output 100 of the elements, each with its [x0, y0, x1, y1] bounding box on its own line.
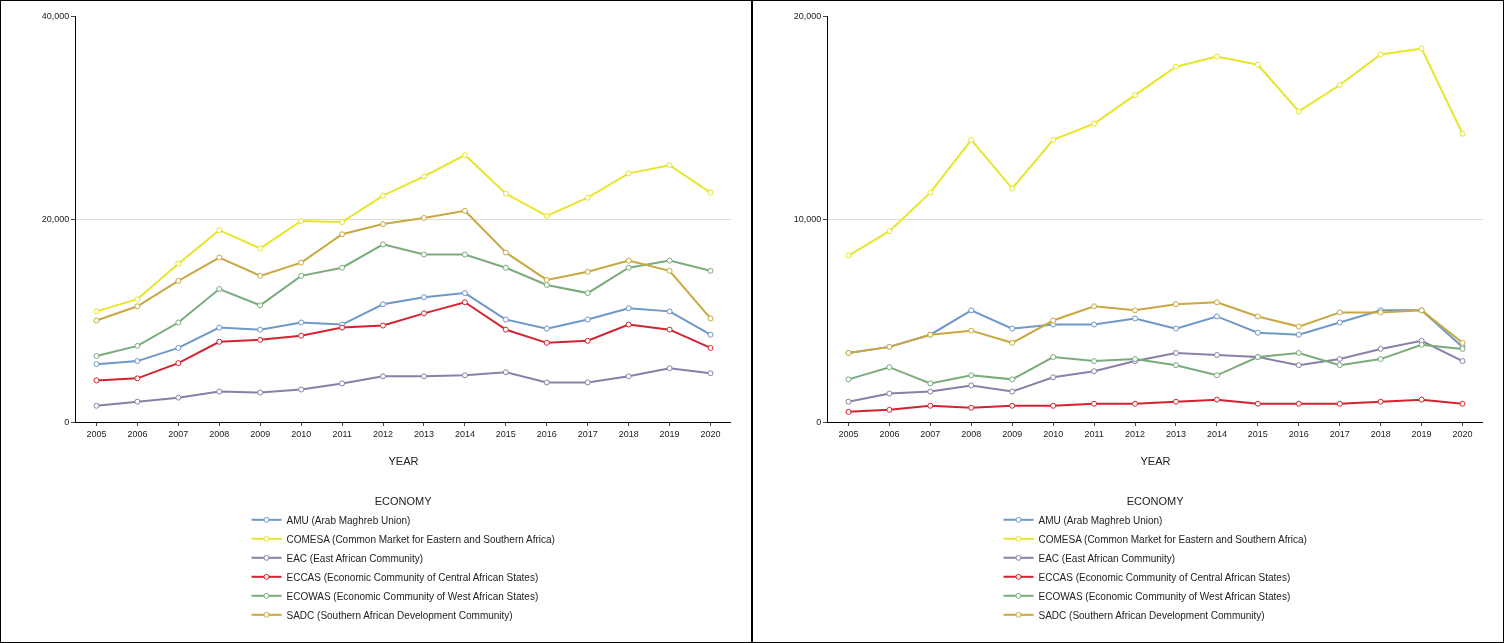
point: [1336, 309, 1343, 316]
point: [1172, 362, 1179, 369]
x-tick-label: 2005: [838, 428, 859, 439]
point: [625, 321, 632, 328]
point: [175, 394, 182, 401]
point: [1172, 63, 1179, 70]
point: [1091, 120, 1098, 127]
point: [502, 369, 509, 376]
point: [1295, 349, 1302, 356]
point: [1213, 299, 1220, 306]
point: [1336, 400, 1343, 407]
point: [1213, 313, 1220, 320]
point: [134, 358, 141, 365]
point: [339, 219, 346, 226]
point: [298, 218, 305, 225]
point: [845, 408, 852, 415]
point: [1213, 53, 1220, 60]
x-tick-label: 2011: [1084, 428, 1104, 439]
legend-label: SADC (Southern African Development Community): [1038, 609, 1265, 621]
point: [1254, 313, 1261, 320]
x-axis-title: YEAR: [1140, 455, 1171, 467]
x-tick-label: 2009: [1002, 428, 1023, 439]
y-tick-label: 20,000: [793, 11, 822, 22]
point: [1295, 362, 1302, 369]
y-tick-label: 10,000: [793, 214, 822, 225]
point: [380, 192, 387, 199]
point: [707, 267, 714, 274]
point: [380, 241, 387, 248]
point: [666, 308, 673, 315]
point: [584, 337, 591, 344]
point: [1377, 345, 1384, 352]
legend-label: COMESA (Common Market for Eastern and Southern Africa): [286, 533, 555, 545]
point: [666, 365, 673, 372]
point: [666, 257, 673, 264]
point: [502, 249, 509, 256]
point: [1050, 374, 1057, 381]
legend-label: COMESA (Common Market for Eastern and Southern Africa): [1038, 533, 1307, 545]
point: [543, 276, 550, 283]
point: [93, 308, 100, 315]
x-tick-label: 2019: [659, 428, 680, 439]
point: [543, 281, 550, 288]
point: [1377, 51, 1384, 58]
point: [257, 326, 264, 333]
point: [420, 214, 427, 221]
point: [1091, 400, 1098, 407]
point: [257, 302, 264, 309]
point: [216, 324, 223, 331]
point: [298, 259, 305, 266]
point: [968, 327, 975, 334]
point: [1091, 303, 1098, 310]
point: [1132, 307, 1139, 314]
point: [968, 136, 975, 143]
point: [134, 303, 141, 310]
point: [1091, 321, 1098, 328]
legend-label: AMU (Arab Maghreb Union): [286, 514, 411, 526]
point: [93, 317, 100, 324]
point: [380, 301, 387, 308]
point: [1050, 136, 1057, 143]
point: [298, 386, 305, 393]
point: [666, 267, 673, 274]
point: [461, 290, 468, 297]
point: [502, 316, 509, 323]
point: [461, 251, 468, 258]
point: [1132, 92, 1139, 99]
y-tick-label: 40,000: [41, 11, 70, 22]
legend-label: AMU (Arab Maghreb Union): [1038, 514, 1163, 526]
x-tick-label: 2006: [879, 428, 900, 439]
point: [1459, 400, 1466, 407]
point: [1418, 341, 1425, 348]
x-tick-label: 2015: [1247, 428, 1268, 439]
x-tick-label: 2007: [920, 428, 941, 439]
legend-label: EAC (East African Community): [286, 552, 424, 564]
point: [93, 402, 100, 409]
point: [1132, 400, 1139, 407]
point: [584, 290, 591, 297]
point: [175, 344, 182, 351]
point: [927, 189, 934, 196]
point: [175, 277, 182, 284]
point: [1377, 356, 1384, 363]
x-tick-label: 2008: [209, 428, 230, 439]
point: [380, 373, 387, 380]
point: [93, 353, 100, 360]
x-axis-title: YEAR: [388, 455, 419, 467]
point: [625, 257, 632, 264]
point: [886, 390, 893, 397]
point: [1172, 325, 1179, 332]
point: [886, 228, 893, 235]
point: [584, 194, 591, 201]
point: [707, 344, 714, 351]
x-tick-label: 2016: [1288, 428, 1309, 439]
point: [134, 398, 141, 405]
point: [927, 402, 934, 409]
x-tick-label: 2019: [1411, 428, 1432, 439]
x-tick-label: 2010: [291, 428, 312, 439]
point: [625, 305, 632, 312]
point: [707, 331, 714, 338]
point: [1254, 61, 1261, 68]
point: [461, 207, 468, 214]
point: [298, 272, 305, 279]
point: [1295, 331, 1302, 338]
